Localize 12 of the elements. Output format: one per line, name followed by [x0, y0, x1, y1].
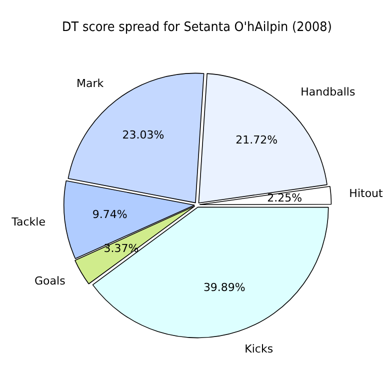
slice-label: Goals: [34, 274, 66, 288]
slice-label: Kicks: [244, 342, 274, 356]
data-label: 9.74%: [92, 208, 128, 221]
data-label: 23.03%: [122, 128, 164, 142]
data-label: 21.72%: [236, 133, 278, 146]
slice-label: Hitout: [349, 186, 384, 200]
slice-label: Handballs: [300, 86, 356, 99]
slice-label: Mark: [76, 77, 104, 90]
chart-title: DT score spread for Setanta O'hAilpin (2008): [62, 18, 332, 34]
slice-label: Tackle: [10, 216, 46, 229]
data-label: 2.25%: [267, 191, 302, 204]
data-label: 39.89%: [203, 281, 246, 294]
